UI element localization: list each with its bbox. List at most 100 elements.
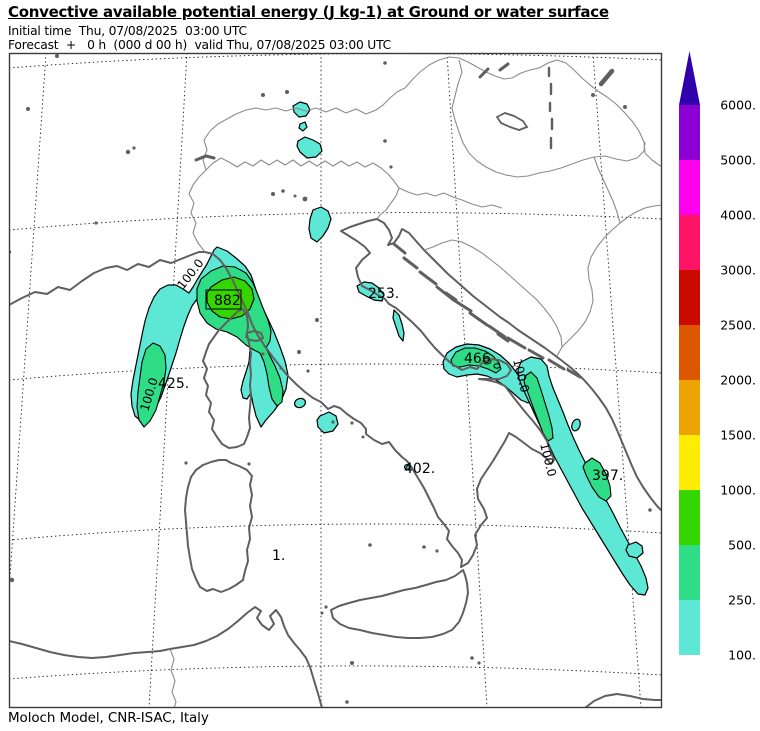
lake-balaton	[495, 112, 529, 131]
colorbar-tick-label: 5000.	[720, 153, 756, 168]
speck	[26, 107, 30, 111]
colorbar-band	[679, 435, 700, 490]
lake-iseo	[293, 194, 297, 198]
speck	[383, 61, 387, 65]
island-menorca	[9, 577, 15, 583]
colorbar-over-arrow	[679, 51, 700, 105]
colorbar-tick-label: 1500.	[720, 428, 756, 443]
border-czech	[404, 56, 513, 89]
island-asinara	[184, 461, 188, 465]
cape-blob-adriatic-small	[571, 418, 581, 432]
cape-regions	[130, 101, 649, 596]
colorbar-tick-label: 2500.	[720, 318, 756, 333]
border-tunisia	[169, 648, 177, 708]
speck	[591, 93, 595, 97]
island-ponza	[331, 420, 335, 424]
island-aeolian-2	[435, 549, 439, 553]
cape-patch-alps-2	[298, 121, 308, 132]
coast-north-africa	[9, 606, 323, 708]
speck	[94, 221, 98, 225]
island-montecristo	[261, 352, 265, 356]
gargano-inner-contour-2	[493, 363, 501, 369]
island-ustica	[368, 543, 372, 547]
coast-italy-east	[340, 218, 555, 568]
coastlines	[9, 218, 662, 708]
colorbar-band	[679, 215, 700, 270]
border-serbia-hungary	[593, 156, 621, 224]
coast-istria-balkan	[376, 218, 662, 512]
lake-bolsena	[297, 350, 301, 354]
lake-geneva	[194, 154, 216, 162]
initial-time-line: Initial time Thu, 07/08/2025 03:00 UTC	[8, 24, 247, 38]
colorbar-band	[679, 600, 700, 655]
coast-libya	[584, 693, 662, 708]
croatian-islands	[392, 242, 582, 379]
island-maddalena	[247, 462, 251, 466]
forecast-line: Forecast + 0 h (000 d 00 h) valid Thu, 0…	[8, 38, 392, 52]
colorbar-band	[679, 380, 700, 435]
island-aeolian-1	[422, 545, 426, 549]
colorbar-band	[679, 325, 700, 380]
island-corfu	[648, 508, 652, 512]
coast-sicily	[330, 569, 469, 639]
speck	[383, 139, 387, 143]
speck	[389, 165, 393, 169]
cape-blob-tyrrhenian-1	[294, 397, 306, 409]
lake-bracciano	[306, 369, 310, 373]
speck-bars-top	[478, 62, 510, 79]
colorbar-tick-label: 100.	[728, 648, 756, 663]
border-slovakia-north	[511, 59, 662, 168]
page-title: Convective available potential energy (J…	[8, 3, 609, 21]
speck	[261, 93, 265, 97]
colorbar-tick-label: 3000.	[720, 263, 756, 278]
contour-label: 425.	[158, 376, 189, 392]
colorbar-tick-label: 500.	[728, 538, 756, 553]
lake-como	[281, 189, 285, 193]
contour-label: 466	[464, 351, 491, 367]
border-alps-chain	[188, 157, 400, 253]
cape-band-ionian-250-upper	[523, 371, 554, 442]
island-pantelleria	[350, 661, 354, 665]
cape-sliver-adriatic	[392, 309, 405, 342]
contour-label: 253.	[368, 286, 399, 302]
island-egadi-1	[324, 605, 328, 609]
colorbar-band	[679, 105, 700, 160]
lake-garda	[302, 196, 308, 202]
speck	[132, 146, 136, 150]
border-bosnia-serbia	[561, 204, 662, 348]
colorbar-tick-label: 6000.	[720, 98, 756, 113]
island-malta-2	[477, 661, 481, 665]
cape-patch-istria	[308, 206, 332, 243]
hungary-speck-chain	[547, 66, 554, 150]
cape-band-ionian-250-lower	[582, 457, 612, 502]
island-malta-1	[470, 656, 474, 660]
speck-bar-ne	[598, 68, 615, 87]
island-giglio	[279, 366, 283, 370]
colorbar-band	[679, 270, 700, 325]
speck	[285, 90, 289, 94]
speck	[125, 149, 131, 155]
colorbar-tick-label: 250.	[728, 593, 756, 608]
border-swiss-german	[202, 87, 406, 171]
colorbar: 6000. 5000. 4000. 3000. 2500. 2000. 1500. 1000.…	[679, 51, 756, 663]
map-frame	[8, 52, 663, 709]
border-hungary	[451, 59, 646, 178]
colorbar-tick-label: 1000.	[720, 483, 756, 498]
colorbar-band	[679, 545, 700, 600]
cape-blob-tyrrhenian-2	[316, 411, 339, 434]
colorbar-band	[679, 160, 700, 215]
coast-corsica	[202, 308, 252, 449]
speck	[345, 700, 349, 704]
speck	[623, 105, 627, 109]
cape-patch-alps-3	[296, 136, 323, 159]
coast-elba	[245, 330, 264, 342]
cape-region-gargano-250	[450, 347, 502, 374]
island-egadi-2	[320, 611, 324, 615]
contour-label: 397.	[592, 468, 623, 484]
lake-maggiore	[271, 192, 275, 196]
colorbar-band	[679, 490, 700, 545]
country-borders	[169, 56, 662, 708]
speck	[55, 54, 59, 58]
